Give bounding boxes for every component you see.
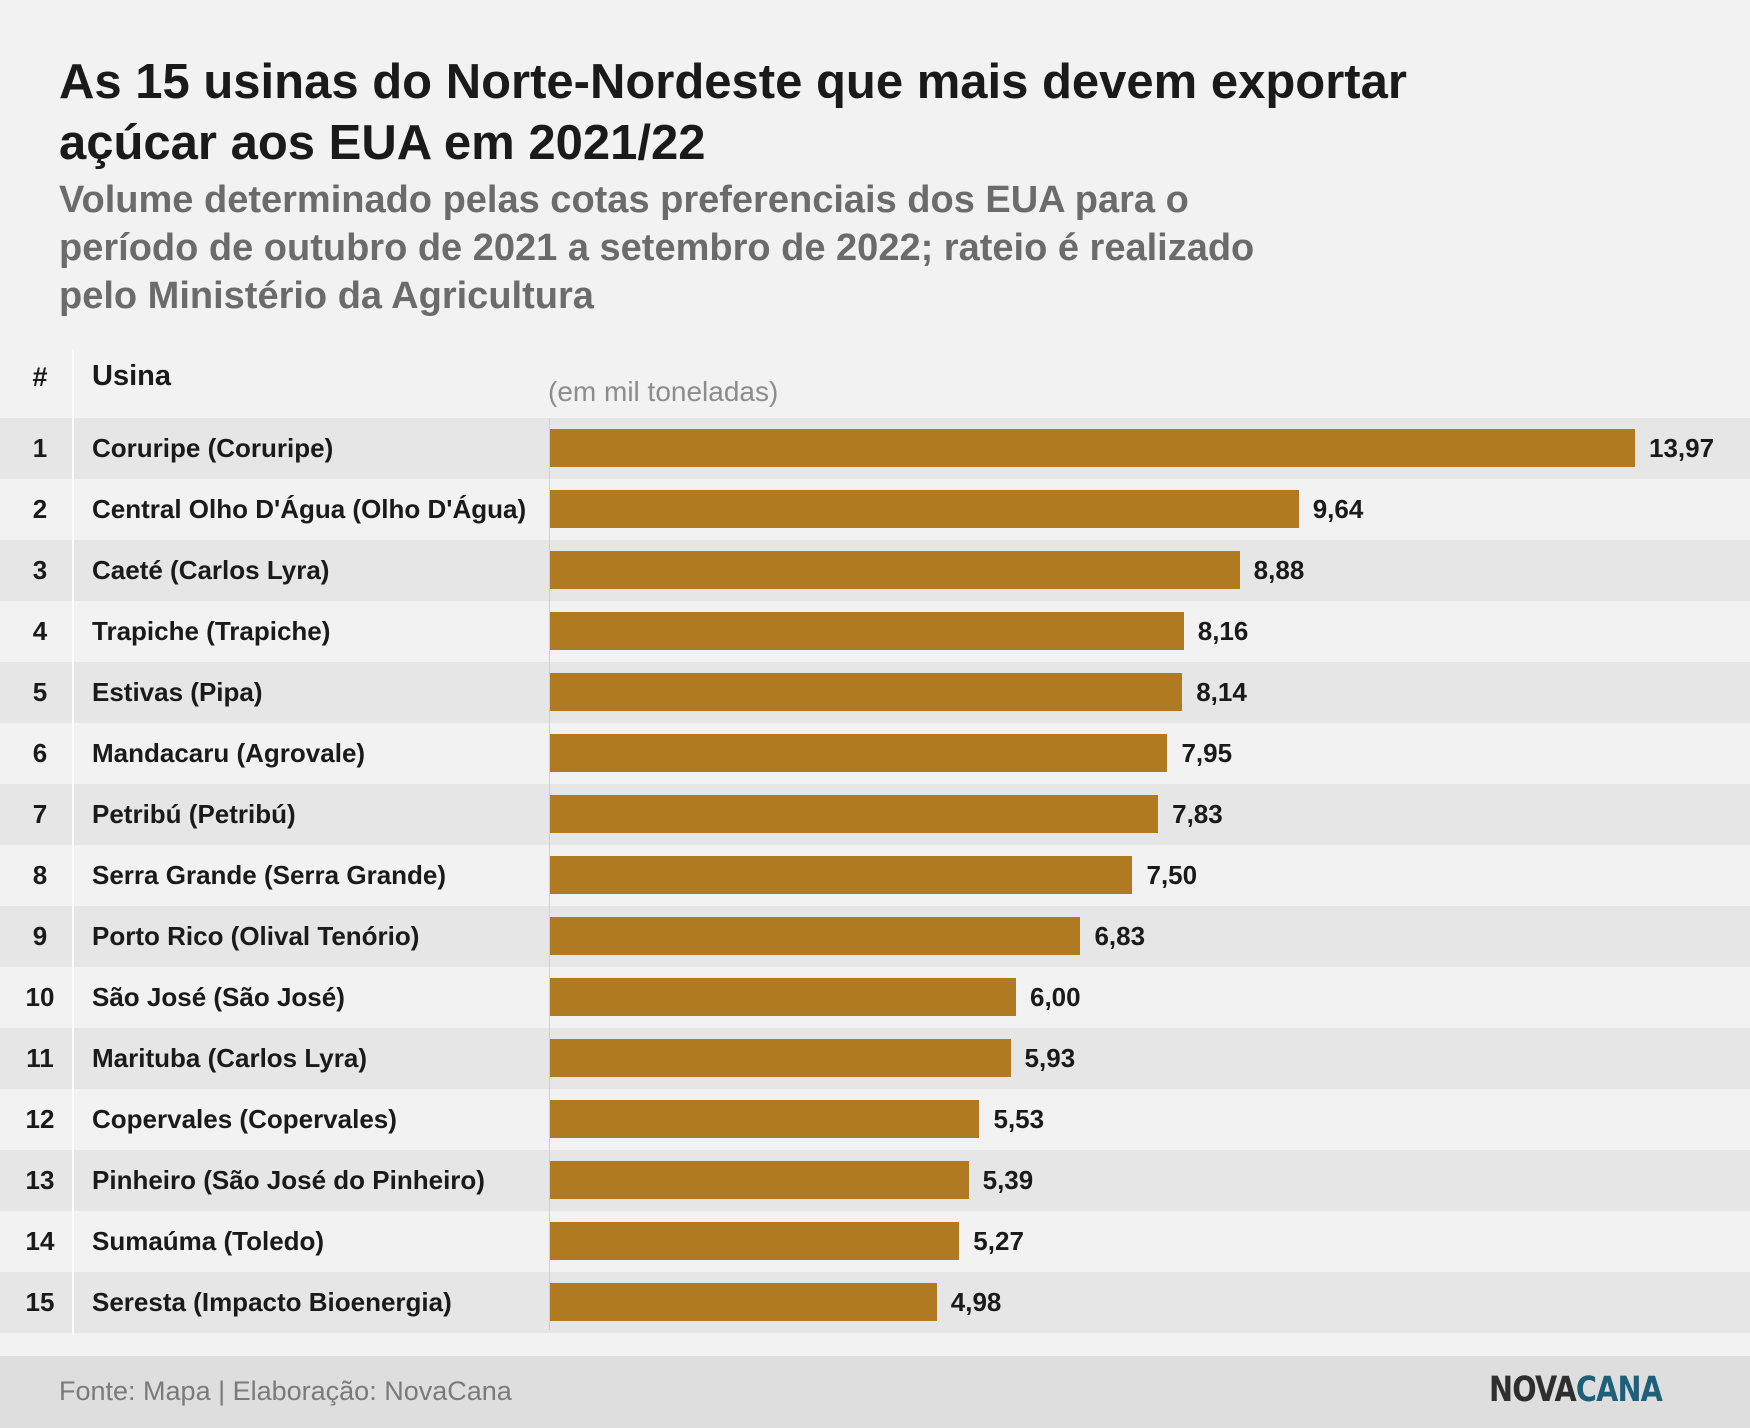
category-label: Mandacaru (Agrovale): [92, 738, 366, 768]
category-label: Marituba (Carlos Lyra): [92, 1043, 367, 1073]
source-note: Fonte: Mapa | Elaboração: NovaCana: [59, 1376, 512, 1406]
value-label: 8,14: [1196, 677, 1247, 707]
rank-label: 9: [32, 921, 48, 951]
table-row: 7 Petribú (Petribú) 7,83: [0, 784, 1750, 845]
rank-label: 5: [32, 677, 48, 707]
table-row: 12 Copervales (Copervales) 5,53: [0, 1089, 1750, 1150]
category-label: Copervales (Copervales): [92, 1104, 397, 1134]
table-row: 14 Sumaúma (Toledo) 5,27: [0, 1211, 1750, 1272]
rank-label: 10: [25, 982, 55, 1012]
category-label: Caeté (Carlos Lyra): [92, 555, 330, 585]
bar: [550, 856, 1133, 894]
rank-label: 1: [32, 433, 48, 463]
category-label: Porto Rico (Olival Tenório): [92, 921, 420, 951]
table-row: 11 Marituba (Carlos Lyra) 5,93: [0, 1028, 1750, 1089]
value-label: 7,83: [1172, 799, 1223, 829]
bar: [550, 795, 1159, 833]
footer: Fonte: Mapa | Elaboração: NovaCana NOVAC…: [0, 1356, 1750, 1428]
category-label: Pinheiro (São José do Pinheiro): [92, 1165, 485, 1195]
rank-label: 12: [25, 1104, 55, 1134]
value-label: 8,16: [1197, 616, 1249, 646]
rank-label: 3: [32, 555, 48, 585]
category-label: Central Olho D'Água (Olho D'Água): [92, 494, 527, 524]
rank-label: 11: [26, 1043, 54, 1073]
bar: [550, 1222, 960, 1260]
rank-column-header: #: [32, 362, 48, 392]
table-row: 4 Trapiche (Trapiche) 8,16: [0, 601, 1750, 662]
table-row: 3 Caeté (Carlos Lyra) 8,88: [0, 540, 1750, 601]
rank-column-divider: [72, 350, 74, 1335]
table-row: 10 São José (São José) 6,00: [0, 967, 1750, 1028]
category-label: Trapiche (Trapiche): [92, 616, 331, 646]
category-label: Seresta (Impacto Bioenergia): [92, 1287, 452, 1317]
name-column-header: Usina: [92, 360, 171, 392]
value-label: 5,53: [993, 1104, 1045, 1134]
rank-label: 14: [25, 1226, 55, 1256]
bar-axis-line: [549, 418, 550, 1330]
category-label: Serra Grande (Serra Grande): [92, 860, 447, 890]
rank-label: 13: [25, 1165, 55, 1195]
chart-subtitle: Volume determinado pelas cotas preferenc…: [59, 179, 1255, 317]
value-label: 7,95: [1181, 738, 1233, 768]
bar: [550, 612, 1184, 650]
table-row: 2 Central Olho D'Água (Olho D'Água) 9,64: [0, 479, 1750, 540]
category-label: Sumaúma (Toledo): [92, 1226, 325, 1256]
table-row: 5 Estivas (Pipa) 8,14: [0, 662, 1750, 723]
rank-label: 15: [25, 1287, 55, 1317]
chart-rows: 1 Coruripe (Coruripe) 13,97 2 Central Olho D…: [0, 418, 1750, 1333]
value-label: 6,00: [1029, 982, 1081, 1012]
value-label: 13,97: [1649, 433, 1715, 463]
bar: [550, 978, 1016, 1016]
bar: [550, 551, 1240, 589]
logo-part-nova: NOVA: [1488, 1370, 1577, 1410]
value-label: 4,98: [950, 1287, 1002, 1317]
table-row: 6 Mandacaru (Agrovale) 7,95: [0, 723, 1750, 784]
bar: [550, 734, 1168, 772]
table-row: 1 Coruripe (Coruripe) 13,97: [0, 418, 1750, 479]
novacana-logo: NOVACANA: [1488, 1370, 1663, 1410]
chart-title: As 15 usinas do Norte-Nordeste que mais …: [59, 55, 1407, 170]
table-row: 8 Serra Grande (Serra Grande) 7,50: [0, 845, 1750, 906]
bar: [550, 1039, 1011, 1077]
bar: [550, 673, 1183, 711]
rank-label: 7: [32, 799, 48, 829]
bar: [550, 1100, 980, 1138]
value-label: 9,64: [1312, 494, 1364, 524]
unit-label: (em mil toneladas): [548, 376, 779, 407]
value-label: 8,88: [1253, 555, 1305, 585]
rank-label: 8: [32, 860, 48, 890]
bar: [550, 429, 1635, 467]
bar: [550, 917, 1081, 955]
table-row: 9 Porto Rico (Olival Tenório) 6,83: [0, 906, 1750, 967]
bar: [550, 1161, 969, 1199]
table-row: 13 Pinheiro (São José do Pinheiro) 5,39: [0, 1150, 1750, 1211]
rank-label: 4: [32, 616, 48, 646]
bar: [550, 490, 1299, 528]
category-label: Coruripe (Coruripe): [92, 433, 334, 463]
logo-part-cana: CANA: [1575, 1370, 1663, 1410]
category-label: Estivas (Pipa): [92, 677, 263, 707]
value-label: 5,93: [1024, 1043, 1076, 1073]
rank-label: 6: [32, 738, 48, 768]
value-label: 5,39: [982, 1165, 1034, 1195]
value-label: 7,50: [1146, 860, 1198, 890]
category-label: Petribú (Petribú): [92, 799, 296, 829]
category-label: São José (São José): [92, 982, 345, 1012]
bar: [550, 1283, 937, 1321]
table-row: 15 Seresta (Impacto Bioenergia) 4,98: [0, 1272, 1750, 1333]
value-label: 5,27: [973, 1226, 1024, 1256]
value-label: 6,83: [1094, 921, 1146, 951]
rank-label: 2: [32, 494, 48, 524]
